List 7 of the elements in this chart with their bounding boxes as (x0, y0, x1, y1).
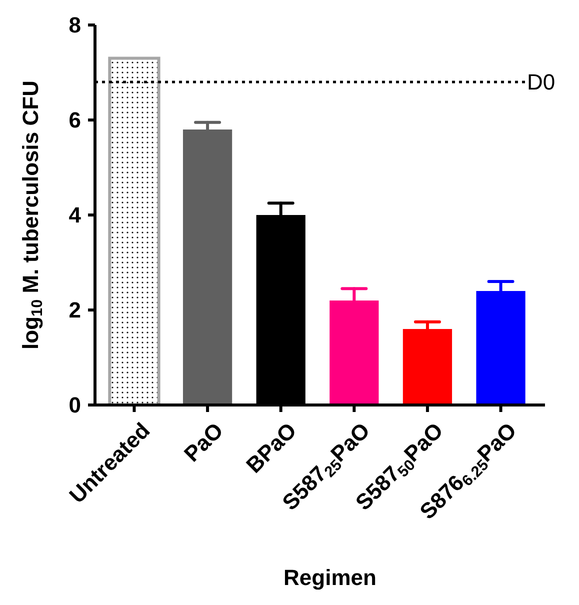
y-tick-label: 8 (68, 12, 81, 38)
ref-line-label: D0 (527, 70, 556, 95)
y-tick-label: 6 (68, 108, 81, 133)
y-tick-label: 4 (68, 202, 82, 228)
y-tick-label: 2 (68, 298, 81, 323)
x-axis-title: Regimen (284, 565, 376, 590)
y-tick-label: 0 (68, 392, 81, 418)
